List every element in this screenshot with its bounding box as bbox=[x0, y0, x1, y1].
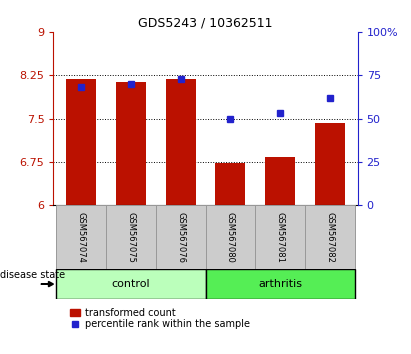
Bar bbox=[315, 122, 345, 205]
Bar bbox=[255, 205, 305, 269]
Bar bbox=[206, 205, 255, 269]
Text: GSM567076: GSM567076 bbox=[176, 212, 185, 263]
Bar bbox=[116, 82, 145, 205]
Bar bbox=[56, 205, 106, 269]
Text: GSM567081: GSM567081 bbox=[276, 212, 285, 263]
Bar bbox=[266, 157, 295, 205]
Title: GDS5243 / 10362511: GDS5243 / 10362511 bbox=[138, 16, 273, 29]
Text: GSM567080: GSM567080 bbox=[226, 212, 235, 263]
Bar bbox=[66, 79, 96, 205]
Bar bbox=[305, 205, 355, 269]
Bar bbox=[166, 79, 196, 205]
Legend: transformed count, percentile rank within the sample: transformed count, percentile rank withi… bbox=[70, 308, 250, 330]
Bar bbox=[206, 269, 355, 299]
Text: control: control bbox=[111, 279, 150, 289]
Bar bbox=[215, 163, 245, 205]
Text: disease state: disease state bbox=[0, 270, 65, 280]
Bar bbox=[56, 269, 206, 299]
Text: GSM567082: GSM567082 bbox=[326, 212, 335, 263]
Text: GSM567075: GSM567075 bbox=[126, 212, 135, 263]
Bar bbox=[106, 205, 156, 269]
Text: arthritis: arthritis bbox=[258, 279, 302, 289]
Text: GSM567074: GSM567074 bbox=[76, 212, 85, 263]
Bar bbox=[156, 205, 206, 269]
